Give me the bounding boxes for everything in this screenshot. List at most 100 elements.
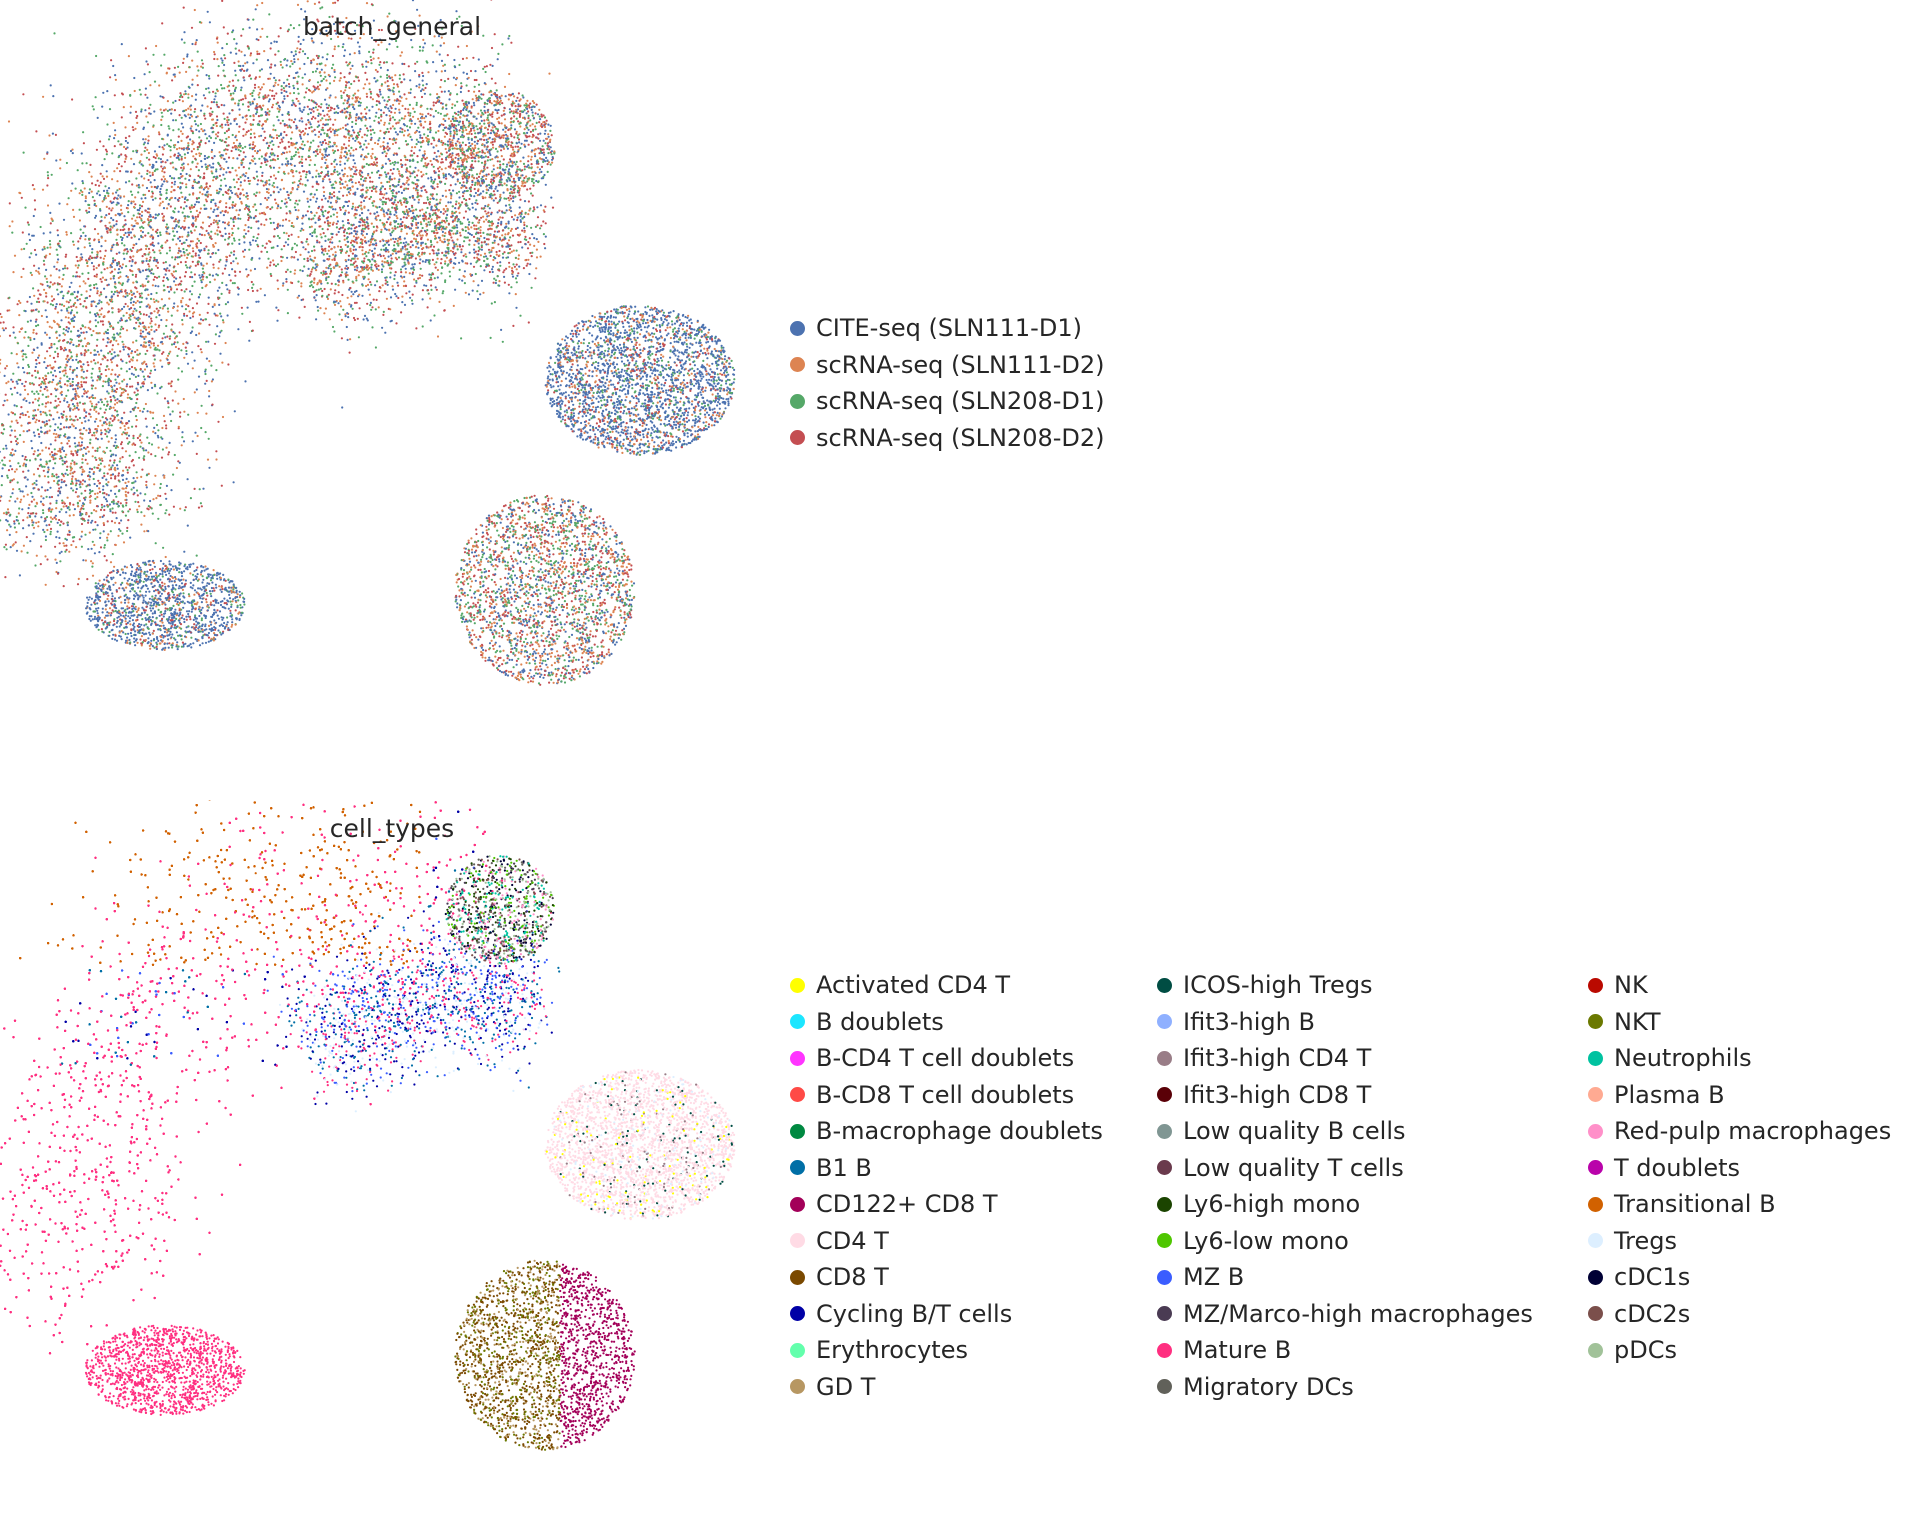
legend-label: scRNA-seq (SLN111-D2) [816,351,1105,379]
legend-marker [1157,1379,1172,1395]
legend-label: B-CD4 T cell doublets [816,1044,1074,1072]
legend-item-ly6-high-mono: Ly6-high mono [1157,1186,1533,1223]
cell-types-legend-column-1: Activated CD4 T B doublets B-CD4 T cell do… [790,967,1103,1405]
legend-item-cdc1s: cDC1s [1588,1259,1891,1296]
legend-label: Tregs [1614,1227,1677,1255]
legend-item-mature-b: Mature B [1157,1332,1533,1369]
legend-marker [790,977,805,993]
legend-marker [1157,1269,1172,1285]
legend-marker [1588,1269,1603,1285]
legend-label: cDC1s [1614,1263,1690,1291]
legend-item-cd4-t: CD4 T [790,1223,1103,1260]
legend-item-ifit3-high-cd8-t: Ifit3-high CD8 T [1157,1077,1533,1114]
legend-label: T doublets [1614,1154,1740,1182]
cell-types-panel: cell_types Activated CD4 T B doublets B-CD… [0,800,1911,1524]
legend-label: ICOS-high Tregs [1183,971,1373,999]
legend-label: NKT [1614,1008,1661,1036]
legend-label: NK [1614,971,1648,999]
legend-marker [1157,1306,1172,1322]
cell-types-legend-column-3: NK NKT Neutrophils Plasma B Red-pulp macroph… [1588,967,1891,1369]
legend-marker [790,430,805,446]
legend-marker [1157,977,1172,993]
legend-label: Low quality T cells [1183,1154,1404,1182]
batch-general-panel: batch_general CITE-seq (SLN111-D1) scRNA… [0,0,1911,760]
legend-label: pDCs [1614,1336,1677,1364]
legend-label: Erythrocytes [816,1336,968,1364]
legend-item-tregs: Tregs [1588,1223,1891,1260]
legend-marker [1588,1233,1603,1249]
legend-marker [790,1050,805,1066]
legend-marker [790,393,805,409]
legend-marker [790,1160,805,1176]
scatter-points [0,0,736,686]
legend-marker [1157,1196,1172,1212]
legend-marker [1157,1342,1172,1358]
legend-label: MZ B [1183,1263,1244,1291]
legend-item-erythrocytes: Erythrocytes [790,1332,1103,1369]
legend-marker [1588,1050,1603,1066]
legend-item-mz-b: MZ B [1157,1259,1533,1296]
legend-label: B-CD8 T cell doublets [816,1081,1074,1109]
legend-marker [1588,1123,1603,1139]
legend-marker [790,1196,805,1212]
legend-marker [790,320,805,336]
legend-item-mz-marco-high-macrophages: MZ/Marco-high macrophages [1157,1296,1533,1333]
legend-label: Ifit3-high CD4 T [1183,1044,1371,1072]
batch-general-legend: CITE-seq (SLN111-D1) scRNA-seq (SLN111-D… [790,310,1105,456]
legend-label: Ly6-high mono [1183,1190,1360,1218]
legend-label: Low quality B cells [1183,1117,1406,1145]
legend-item-cite-seq-sln111-d1: CITE-seq (SLN111-D1) [790,310,1105,347]
legend-marker [790,1014,805,1030]
legend-label: scRNA-seq (SLN208-D1) [816,387,1105,415]
legend-label: GD T [816,1373,875,1401]
legend-label: Neutrophils [1614,1044,1752,1072]
legend-item-red-pulp-macrophages: Red-pulp macrophages [1588,1113,1891,1150]
legend-label: CITE-seq (SLN111-D1) [816,314,1082,342]
legend-item-cycling-b-t-cells: Cycling B/T cells [790,1296,1103,1333]
legend-item-nkt: NKT [1588,1004,1891,1041]
legend-marker [1588,1196,1603,1212]
legend-label: B-macrophage doublets [816,1117,1103,1145]
legend-item-nk: NK [1588,967,1891,1004]
legend-marker [790,1087,805,1103]
legend-item-t-doublets: T doublets [1588,1150,1891,1187]
legend-item-ifit3-high-cd4-t: Ifit3-high CD4 T [1157,1040,1533,1077]
legend-item-gd-t: GD T [790,1369,1103,1406]
legend-item-cd8-t: CD8 T [790,1259,1103,1296]
legend-label: Plasma B [1614,1081,1725,1109]
legend-marker [1157,1014,1172,1030]
legend-marker [1588,977,1603,993]
legend-marker [1588,1087,1603,1103]
legend-item-neutrophils: Neutrophils [1588,1040,1891,1077]
legend-item-migratory-dcs: Migratory DCs [1157,1369,1533,1406]
legend-item-pdcs: pDCs [1588,1332,1891,1369]
legend-label: scRNA-seq (SLN208-D2) [816,424,1105,452]
legend-label: Transitional B [1614,1190,1776,1218]
legend-marker [1588,1306,1603,1322]
legend-item-b-cd8-t-cell-doublets: B-CD8 T cell doublets [790,1077,1103,1114]
legend-item-ly6-low-mono: Ly6-low mono [1157,1223,1533,1260]
legend-item-activated-cd4-t: Activated CD4 T [790,967,1103,1004]
legend-label: MZ/Marco-high macrophages [1183,1300,1533,1328]
legend-label: Migratory DCs [1183,1373,1354,1401]
legend-marker [790,1306,805,1322]
cell-types-title: cell_types [42,814,742,843]
legend-marker [1588,1342,1603,1358]
legend-item-b-cd4-t-cell-doublets: B-CD4 T cell doublets [790,1040,1103,1077]
legend-label: CD4 T [816,1227,889,1255]
cell-types-embedding-plot [0,800,736,1451]
legend-label: Mature B [1183,1336,1291,1364]
legend-marker [1157,1233,1172,1249]
legend-item-low-quality-b-cells: Low quality B cells [1157,1113,1533,1150]
legend-item-b-doublets: B doublets [790,1004,1103,1041]
legend-label: Ifit3-high B [1183,1008,1315,1036]
legend-item-ifit3-high-b: Ifit3-high B [1157,1004,1533,1041]
legend-item-low-quality-t-cells: Low quality T cells [1157,1150,1533,1187]
legend-marker [1157,1160,1172,1176]
legend-item-icos-high-tregs: ICOS-high Tregs [1157,967,1533,1004]
legend-label: Ifit3-high CD8 T [1183,1081,1371,1109]
legend-marker [1157,1087,1172,1103]
legend-marker [790,1269,805,1285]
legend-marker [1588,1014,1603,1030]
legend-label: B doublets [816,1008,944,1036]
